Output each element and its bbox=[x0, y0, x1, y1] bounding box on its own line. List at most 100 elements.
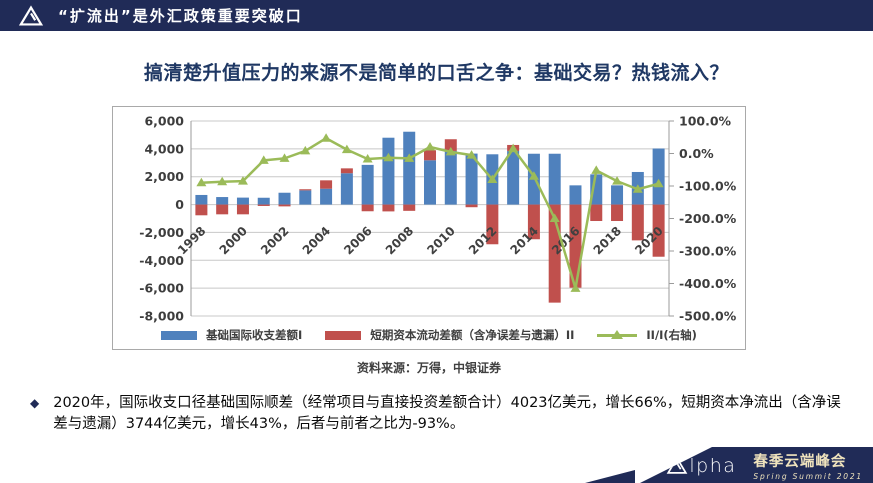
ratio-marker-2002 bbox=[279, 153, 290, 162]
bar-shortterm-2020 bbox=[652, 204, 665, 257]
ratio-marker-2015 bbox=[549, 213, 560, 222]
x-axis-tick-label: 2000 bbox=[217, 224, 251, 258]
right-axis-tick-label: 0.0% bbox=[679, 146, 714, 161]
legend-swatch-red bbox=[325, 330, 362, 340]
x-axis-tick-label: 2002 bbox=[258, 224, 292, 258]
left-axis-tick-label: 4,000 bbox=[144, 141, 184, 156]
ratio-marker-2012 bbox=[487, 174, 498, 183]
right-axis-tick-label: -100.0% bbox=[679, 179, 737, 194]
chart-panel: 6,000 4,000 2,000 0 -2,000 -4,000 -6,000 -8,000… bbox=[112, 106, 746, 350]
left-axis-tick-label: 2,000 bbox=[144, 169, 184, 184]
bar-basic-1999 bbox=[216, 197, 229, 205]
alpha-brand-logo: lpha bbox=[666, 455, 736, 476]
right-axis-tick-label: -500.0% bbox=[679, 309, 737, 324]
bar-basic-2013 bbox=[507, 150, 520, 205]
bar-basic-2006 bbox=[361, 164, 374, 205]
combo-chart-svg: 6,000 4,000 2,000 0 -2,000 -4,000 -6,000 -8,000… bbox=[139, 114, 737, 324]
left-axis-tick-label: -2,000 bbox=[139, 225, 184, 240]
source-note: 资料来源：万得，中银证券 bbox=[356, 361, 501, 375]
ratio-marker-2000 bbox=[237, 176, 248, 185]
header-title: “扩流出”是外汇政策重要突破口 bbox=[58, 7, 303, 25]
bar-basic-2005 bbox=[340, 173, 353, 205]
bullet-item: ◆ 2020年，国际收支口径基础国际顺差（经常项目与直接投资差额合计）4023亿… bbox=[30, 393, 842, 435]
ratio-marker-2009 bbox=[425, 142, 435, 151]
bar-shortterm-2011 bbox=[465, 204, 478, 208]
footer-banner: lpha 春季云端峰会 Spring Summit 2021 bbox=[640, 447, 873, 483]
diamond-bullet-icon: ◆ bbox=[30, 396, 40, 410]
x-axis-tick-label: 2018 bbox=[591, 224, 625, 258]
x-axis-tick-label: 2014 bbox=[508, 224, 542, 258]
ratio-marker-2003 bbox=[300, 145, 311, 155]
left-axis-tick-label: 0 bbox=[175, 197, 184, 212]
legend-label-ratio: II/I(右轴) bbox=[646, 328, 697, 342]
bar-shortterm-2017 bbox=[590, 204, 603, 222]
bar-shortterm-2000 bbox=[236, 204, 249, 215]
alpha-triangle-logo-icon bbox=[18, 4, 44, 27]
bar-basic-2008 bbox=[403, 131, 416, 205]
x-axis-tick-label: 2006 bbox=[341, 224, 375, 258]
ratio-marker-2011 bbox=[466, 150, 477, 159]
x-axis-tick-label: 2008 bbox=[383, 224, 417, 258]
chart-legend: 基础国际收支差额I 短期资本流动差额（含净误差与遗漏）II II/I(右轴) bbox=[113, 327, 745, 343]
left-axis-tick-label: -6,000 bbox=[139, 281, 184, 296]
legend-label-basic-balance: 基础国际收支差额I bbox=[206, 328, 303, 342]
bar-shortterm-1998 bbox=[195, 204, 208, 216]
header-bar: “扩流出”是外汇政策重要突破口 bbox=[0, 0, 873, 31]
bar-basic-2011 bbox=[465, 153, 478, 205]
event-title-en: Spring Summit 2021 bbox=[753, 471, 863, 481]
bar-shortterm-2018 bbox=[611, 204, 624, 222]
bar-basic-2010 bbox=[444, 150, 457, 205]
right-axis-tick-label: -200.0% bbox=[679, 211, 737, 226]
legend-swatch-blue bbox=[161, 330, 198, 340]
bar-shortterm-2012 bbox=[486, 204, 499, 245]
alpha-triangle-icon bbox=[667, 455, 688, 474]
bar-shortterm-2014 bbox=[527, 204, 540, 240]
ratio-marker-2017 bbox=[591, 165, 602, 174]
x-axis-tick-label: 2010 bbox=[424, 224, 458, 258]
ratio-marker-2001 bbox=[258, 155, 269, 164]
bar-basic-2020 bbox=[652, 148, 665, 205]
bar-shortterm-2003 bbox=[299, 189, 312, 191]
ratio-marker-2006 bbox=[362, 154, 373, 163]
ratio-marker-2010 bbox=[445, 146, 456, 156]
bar-shortterm-2006 bbox=[361, 204, 374, 212]
legend-line-green-icon bbox=[597, 330, 638, 340]
left-axis-tick-label: -4,000 bbox=[139, 253, 184, 268]
legend-label-short-term: 短期资本流动差额（含净误差与遗漏）II bbox=[370, 328, 575, 342]
ratio-marker-2016 bbox=[570, 283, 581, 292]
bar-basic-2002 bbox=[278, 192, 291, 205]
bar-basic-2003 bbox=[299, 190, 312, 205]
bar-basic-2009 bbox=[424, 160, 436, 205]
bar-shortterm-2007 bbox=[382, 204, 395, 212]
ratio-marker-2018 bbox=[612, 176, 623, 185]
ratio-marker-2013 bbox=[508, 143, 519, 153]
right-axis-tick-label: -400.0% bbox=[679, 276, 737, 291]
page-title: 搞清楚升值压力的来源不是简单的口舌之争：基础交易？热钱流入？ bbox=[143, 62, 729, 84]
ratio-marker-2020 bbox=[653, 178, 664, 188]
bar-basic-2007 bbox=[382, 137, 395, 205]
bar-basic-2001 bbox=[257, 197, 270, 205]
ratio-marker-2014 bbox=[528, 171, 539, 180]
ratio-marker-1998 bbox=[196, 177, 207, 187]
right-axis-tick-label: -300.0% bbox=[679, 244, 737, 259]
footer-banner-sliver bbox=[585, 470, 635, 483]
bar-shortterm-2001 bbox=[257, 204, 270, 206]
ratio-marker-2019 bbox=[632, 184, 643, 193]
bullet-text: 2020年，国际收支口径基础国际顺差（经常项目与直接投资差额合计）4023亿美元… bbox=[53, 395, 841, 432]
bar-shortterm-1999 bbox=[216, 204, 229, 215]
ratio-marker-2007 bbox=[383, 152, 394, 162]
event-title-cn: 春季云端峰会 bbox=[753, 453, 847, 470]
bar-basic-1998 bbox=[195, 194, 208, 205]
bar-basic-2016 bbox=[569, 185, 582, 205]
brand-text: lpha bbox=[689, 454, 737, 477]
left-axis-tick-label: -8,000 bbox=[139, 309, 184, 324]
bar-basic-2004 bbox=[320, 188, 333, 205]
bar-shortterm-2002 bbox=[278, 204, 291, 207]
left-axis-tick-label: 6,000 bbox=[144, 114, 184, 129]
bar-shortterm-2009 bbox=[424, 150, 436, 161]
bar-basic-2000 bbox=[236, 197, 249, 205]
bar-basic-2018 bbox=[611, 185, 624, 205]
ratio-marker-2008 bbox=[404, 153, 415, 162]
bar-shortterm-2004 bbox=[320, 180, 333, 189]
